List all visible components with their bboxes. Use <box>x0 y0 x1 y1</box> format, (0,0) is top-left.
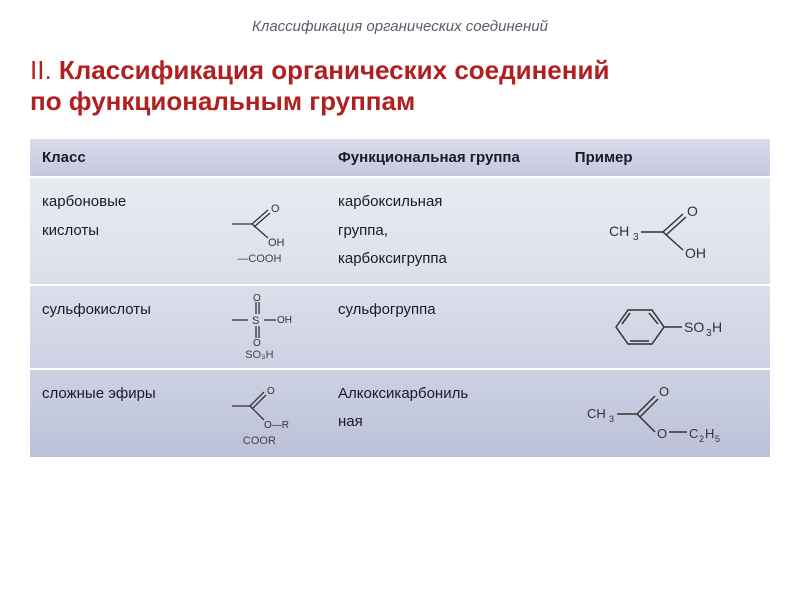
svg-text:CH: CH <box>609 223 629 239</box>
table-header-row: Класс Функциональная группа Пример <box>30 139 770 177</box>
example-cell: SO 3 H <box>563 285 770 369</box>
class-cell: карбоновые кислоты <box>30 177 193 285</box>
class-l1: карбоновые <box>42 193 126 210</box>
svg-text:O: O <box>271 203 280 215</box>
header-fgroup-name: Функциональная группа <box>326 139 563 177</box>
class-l1: сульфокислоты <box>42 301 151 318</box>
carboxyl-group-icon: O OH <box>224 196 294 251</box>
fname-l1: карбоксильная <box>338 193 442 210</box>
title-line2: по функциональным группам <box>30 86 770 117</box>
class-l2: кислоты <box>42 222 99 239</box>
svg-text:SO: SO <box>684 319 704 335</box>
classification-table: Класс Функциональная группа Пример карбо… <box>30 139 770 459</box>
header-class: Класс <box>30 139 193 177</box>
header-example: Пример <box>563 139 770 177</box>
table-row: сульфокислоты S O O <box>30 285 770 369</box>
svg-text:H: H <box>712 319 722 335</box>
svg-text:2: 2 <box>699 434 704 444</box>
class-cell: сложные эфиры <box>30 369 193 458</box>
svg-text:S: S <box>252 315 259 327</box>
sulfo-group-icon: S O O OH <box>224 292 294 347</box>
svg-text:OH: OH <box>268 237 285 249</box>
acetic-acid-icon: CH 3 O OH <box>601 196 731 266</box>
svg-text:O: O <box>253 338 261 347</box>
svg-text:O: O <box>253 293 261 304</box>
class-l1: сложные эфиры <box>42 385 156 402</box>
fname-l2: ная <box>338 413 363 430</box>
struct-label: SO₃H <box>199 349 320 362</box>
struct-label: COOR <box>199 435 320 448</box>
slide: Классификация органических соединений II… <box>0 0 800 600</box>
svg-text:O: O <box>659 384 669 399</box>
svg-text:3: 3 <box>609 414 614 424</box>
slide-subtitle: Классификация органических соединений <box>30 18 770 35</box>
svg-text:H: H <box>705 426 714 441</box>
benzenesulfonic-acid-icon: SO 3 H <box>596 292 736 362</box>
slide-title: II. Классификация органических соединени… <box>30 55 770 117</box>
svg-text:OH: OH <box>277 315 292 326</box>
title-main: Классификация органических соединений <box>59 55 610 85</box>
svg-text:3: 3 <box>633 232 639 243</box>
svg-text:OH: OH <box>685 245 706 261</box>
struct-cell: O OH —COOH <box>193 177 326 285</box>
ester-group-icon: O O—R <box>224 378 294 433</box>
svg-text:5: 5 <box>715 434 720 444</box>
svg-text:C: C <box>689 426 698 441</box>
fname-cell: карбоксильная группа, карбоксигруппа <box>326 177 563 285</box>
svg-text:O: O <box>687 203 698 219</box>
example-cell: CH 3 O OH <box>563 177 770 285</box>
struct-label: —COOH <box>199 253 320 266</box>
fname-l1: Алкоксикарбониль <box>338 385 468 402</box>
ethyl-acetate-icon: CH 3 O O C 2 H <box>581 376 751 451</box>
struct-cell: O O—R COOR <box>193 369 326 458</box>
header-fgroup-struct <box>193 139 326 177</box>
fname-cell: сульфогруппа <box>326 285 563 369</box>
fname-l3: карбоксигруппа <box>338 250 447 267</box>
svg-text:CH: CH <box>587 406 606 421</box>
class-cell: сульфокислоты <box>30 285 193 369</box>
struct-cell: S O O OH SO₃H <box>193 285 326 369</box>
example-cell: CH 3 O O C 2 H <box>563 369 770 458</box>
fname-l2: группа, <box>338 222 388 239</box>
table-row: карбоновые кислоты O OH —COOH <box>30 177 770 285</box>
svg-text:O: O <box>267 386 275 397</box>
svg-text:O—R: O—R <box>264 420 289 431</box>
table-row: сложные эфиры O O—R COOR <box>30 369 770 458</box>
svg-text:O: O <box>657 426 667 441</box>
fname-cell: Алкоксикарбониль ная <box>326 369 563 458</box>
fname-l1: сульфогруппа <box>338 301 436 318</box>
title-prefix: II. <box>30 55 59 85</box>
